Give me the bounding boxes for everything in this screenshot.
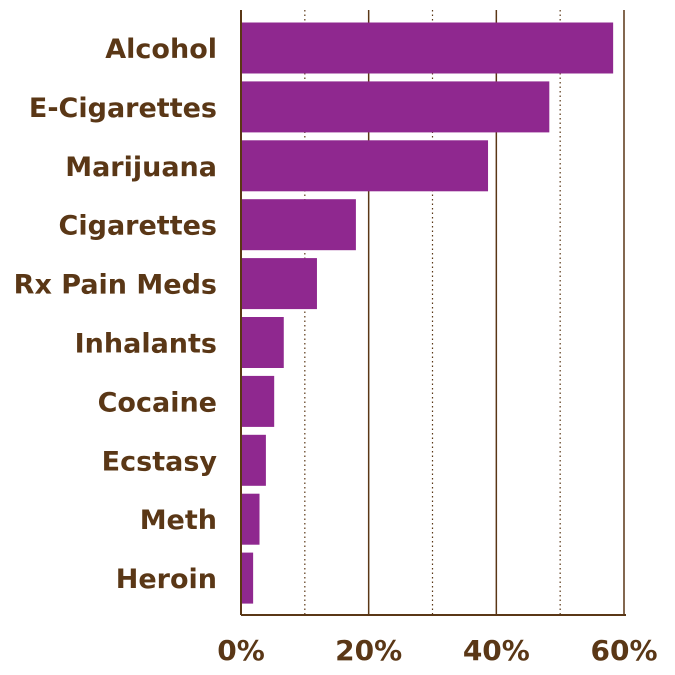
bar xyxy=(241,552,254,604)
axis-layer xyxy=(240,10,626,616)
category-label: Heroin xyxy=(116,564,217,595)
x-tick-label: 40% xyxy=(463,634,530,667)
category-label: E-Cigarettes xyxy=(29,93,217,124)
bar xyxy=(241,375,275,427)
category-label: Cigarettes xyxy=(59,211,217,242)
category-label-layer: Alcohol E-Cigarettes Marijuana Cigarettes Rx… xyxy=(14,34,218,595)
category-label: Rx Pain Meds xyxy=(14,270,217,301)
bar xyxy=(241,199,356,251)
bar xyxy=(241,258,317,310)
category-label: Alcohol xyxy=(105,34,217,65)
category-label: Cocaine xyxy=(98,387,217,418)
bar xyxy=(241,140,489,192)
bar xyxy=(241,317,284,368)
tick-label-layer: 0% 20% 40% 60% xyxy=(217,634,657,667)
x-tick-label: 0% xyxy=(217,634,265,667)
bar xyxy=(241,434,266,486)
bar xyxy=(241,22,614,74)
x-tick-label: 20% xyxy=(335,634,402,667)
x-tick-label: 60% xyxy=(590,634,657,667)
category-label: Inhalants xyxy=(75,329,217,360)
category-label: Marijuana xyxy=(65,152,217,183)
category-label: Meth xyxy=(140,505,217,536)
bar-layer xyxy=(241,22,614,604)
bar xyxy=(241,81,550,133)
bar xyxy=(241,493,260,545)
category-label: Ecstasy xyxy=(102,446,218,477)
